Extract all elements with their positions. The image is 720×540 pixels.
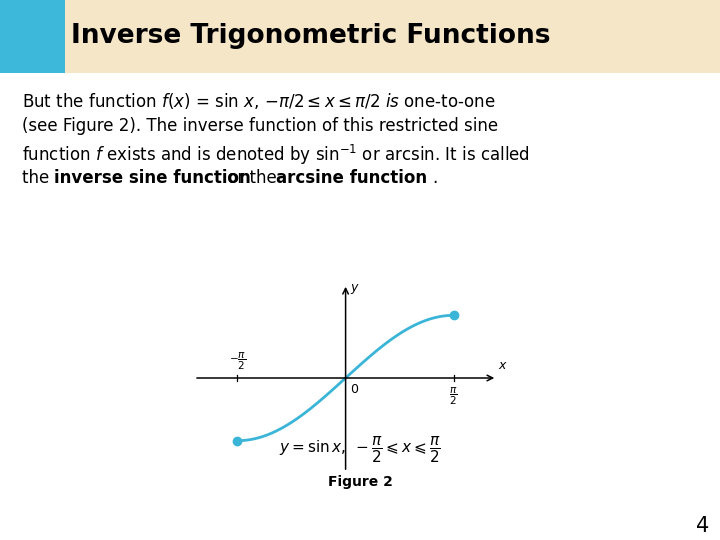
Text: $y = \sin x, \;-\dfrac{\pi}{2} \leqslant x \leqslant \dfrac{\pi}{2}$: $y = \sin x, \;-\dfrac{\pi}{2} \leqslant…	[279, 435, 441, 465]
Text: Figure 2: Figure 2	[328, 475, 392, 489]
Text: $\dfrac{\pi}{2}$: $\dfrac{\pi}{2}$	[449, 386, 458, 407]
Bar	[0, 0, 720, 73]
Text: .: .	[432, 169, 437, 187]
Text: Inverse Trigonometric Functions: Inverse Trigonometric Functions	[71, 23, 550, 50]
Text: arcsine function: arcsine function	[276, 169, 427, 187]
Text: inverse sine function: inverse sine function	[54, 169, 251, 187]
Text: (see Figure 2). The inverse function of this restricted sine: (see Figure 2). The inverse function of …	[22, 117, 498, 135]
Text: 4: 4	[696, 516, 710, 536]
Text: function $f$ exists and is denoted by sin$^{-1}$ or arcsin. It is called: function $f$ exists and is denoted by si…	[22, 143, 530, 167]
Text: But the function $f(x)$ = sin $x$, $-\pi/2 \leq x \leq \pi/2$ $\it{is}$ one-to-o: But the function $f(x)$ = sin $x$, $-\pi…	[22, 91, 495, 111]
Text: or the: or the	[222, 169, 282, 187]
Text: $x$: $x$	[498, 359, 508, 372]
Text: $-\dfrac{\pi}{2}$: $-\dfrac{\pi}{2}$	[229, 350, 246, 372]
Text: $0$: $0$	[351, 383, 359, 396]
Bar	[0, 0, 65, 73]
Text: the: the	[22, 169, 55, 187]
Text: $y$: $y$	[350, 282, 359, 296]
